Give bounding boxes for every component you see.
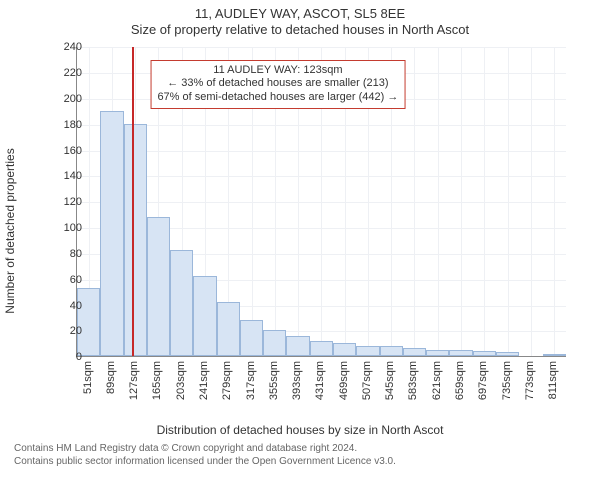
chart-container: Number of detached properties 11 AUDLEY … <box>20 41 580 421</box>
x-tick-label: 279sqm <box>221 361 233 400</box>
x-tick-label: 393sqm <box>291 361 303 400</box>
y-tick-label: 100 <box>52 222 82 234</box>
gridline-v <box>461 47 462 356</box>
x-tick-label: 51sqm <box>82 361 94 394</box>
histogram-bar <box>333 343 356 356</box>
x-tick-label: 469sqm <box>338 361 350 400</box>
y-tick-label: 180 <box>52 119 82 131</box>
footer-line1: Contains HM Land Registry data © Crown c… <box>14 443 586 456</box>
y-tick-label: 140 <box>52 170 82 182</box>
gridline-v <box>484 47 485 356</box>
histogram-bar <box>310 341 333 357</box>
gridline-v <box>531 47 532 356</box>
histogram-bar <box>170 250 193 356</box>
y-tick-label: 40 <box>52 300 82 312</box>
y-tick-label: 120 <box>52 196 82 208</box>
gridline-v <box>414 47 415 356</box>
x-tick-label: 545sqm <box>384 361 396 400</box>
x-axis-label: Distribution of detached houses by size … <box>0 423 600 437</box>
x-tick-label: 203sqm <box>175 361 187 400</box>
x-tick-label: 89sqm <box>105 361 117 394</box>
x-tick-label: 697sqm <box>477 361 489 400</box>
histogram-bar <box>124 124 147 357</box>
histogram-bar <box>193 276 216 356</box>
x-tick-label: 735sqm <box>501 361 513 400</box>
page-title-line2: Size of property relative to detached ho… <box>0 22 600 38</box>
histogram-bar <box>286 336 309 357</box>
x-tick-label: 773sqm <box>524 361 536 400</box>
histogram-bar <box>380 346 403 356</box>
histogram-bar <box>543 354 566 357</box>
histogram-bar <box>356 346 379 356</box>
histogram-bar <box>217 302 240 356</box>
y-axis-label: Number of detached properties <box>3 148 17 313</box>
histogram-bar <box>100 111 123 356</box>
x-tick-label: 241sqm <box>198 361 210 400</box>
y-tick-label: 240 <box>52 41 82 53</box>
y-tick-label: 0 <box>52 351 82 363</box>
x-tick-label: 127sqm <box>128 361 140 400</box>
x-tick-label: 811sqm <box>547 361 559 399</box>
histogram-bar <box>147 217 170 357</box>
y-tick-label: 200 <box>52 93 82 105</box>
plot-area: 11 AUDLEY WAY: 123sqm← 33% of detached h… <box>76 47 566 357</box>
histogram-bar <box>403 348 426 356</box>
annotation-box: 11 AUDLEY WAY: 123sqm← 33% of detached h… <box>150 60 405 109</box>
x-tick-label: 659sqm <box>454 361 466 400</box>
gridline-v <box>438 47 439 356</box>
histogram-bar <box>496 352 519 356</box>
histogram-bar <box>449 350 472 356</box>
annotation-line2: ← 33% of detached houses are smaller (21… <box>157 77 398 91</box>
y-tick-label: 80 <box>52 248 82 260</box>
gridline-v <box>554 47 555 356</box>
x-tick-label: 431sqm <box>314 361 326 400</box>
histogram-bar <box>426 350 449 356</box>
x-tick-label: 621sqm <box>431 361 443 400</box>
marker-line <box>132 47 134 356</box>
page-title-line1: 11, AUDLEY WAY, ASCOT, SL5 8EE <box>0 6 600 22</box>
y-tick-label: 220 <box>52 67 82 79</box>
histogram-bar <box>240 320 263 356</box>
x-tick-label: 583sqm <box>407 361 419 400</box>
y-tick-label: 20 <box>52 325 82 337</box>
x-tick-label: 507sqm <box>361 361 373 400</box>
y-tick-label: 160 <box>52 145 82 157</box>
footer-line2: Contains public sector information licen… <box>14 456 586 469</box>
x-tick-label: 165sqm <box>151 361 163 400</box>
footer: Contains HM Land Registry data © Crown c… <box>14 443 586 468</box>
histogram-bar <box>263 330 286 356</box>
x-tick-label: 317sqm <box>245 361 257 400</box>
annotation-line1: 11 AUDLEY WAY: 123sqm <box>157 64 398 78</box>
gridline-v <box>508 47 509 356</box>
x-tick-label: 355sqm <box>268 361 280 400</box>
histogram-bar <box>77 288 100 356</box>
y-tick-label: 60 <box>52 274 82 286</box>
histogram-bar <box>473 351 496 356</box>
annotation-line3: 67% of semi-detached houses are larger (… <box>157 91 398 105</box>
